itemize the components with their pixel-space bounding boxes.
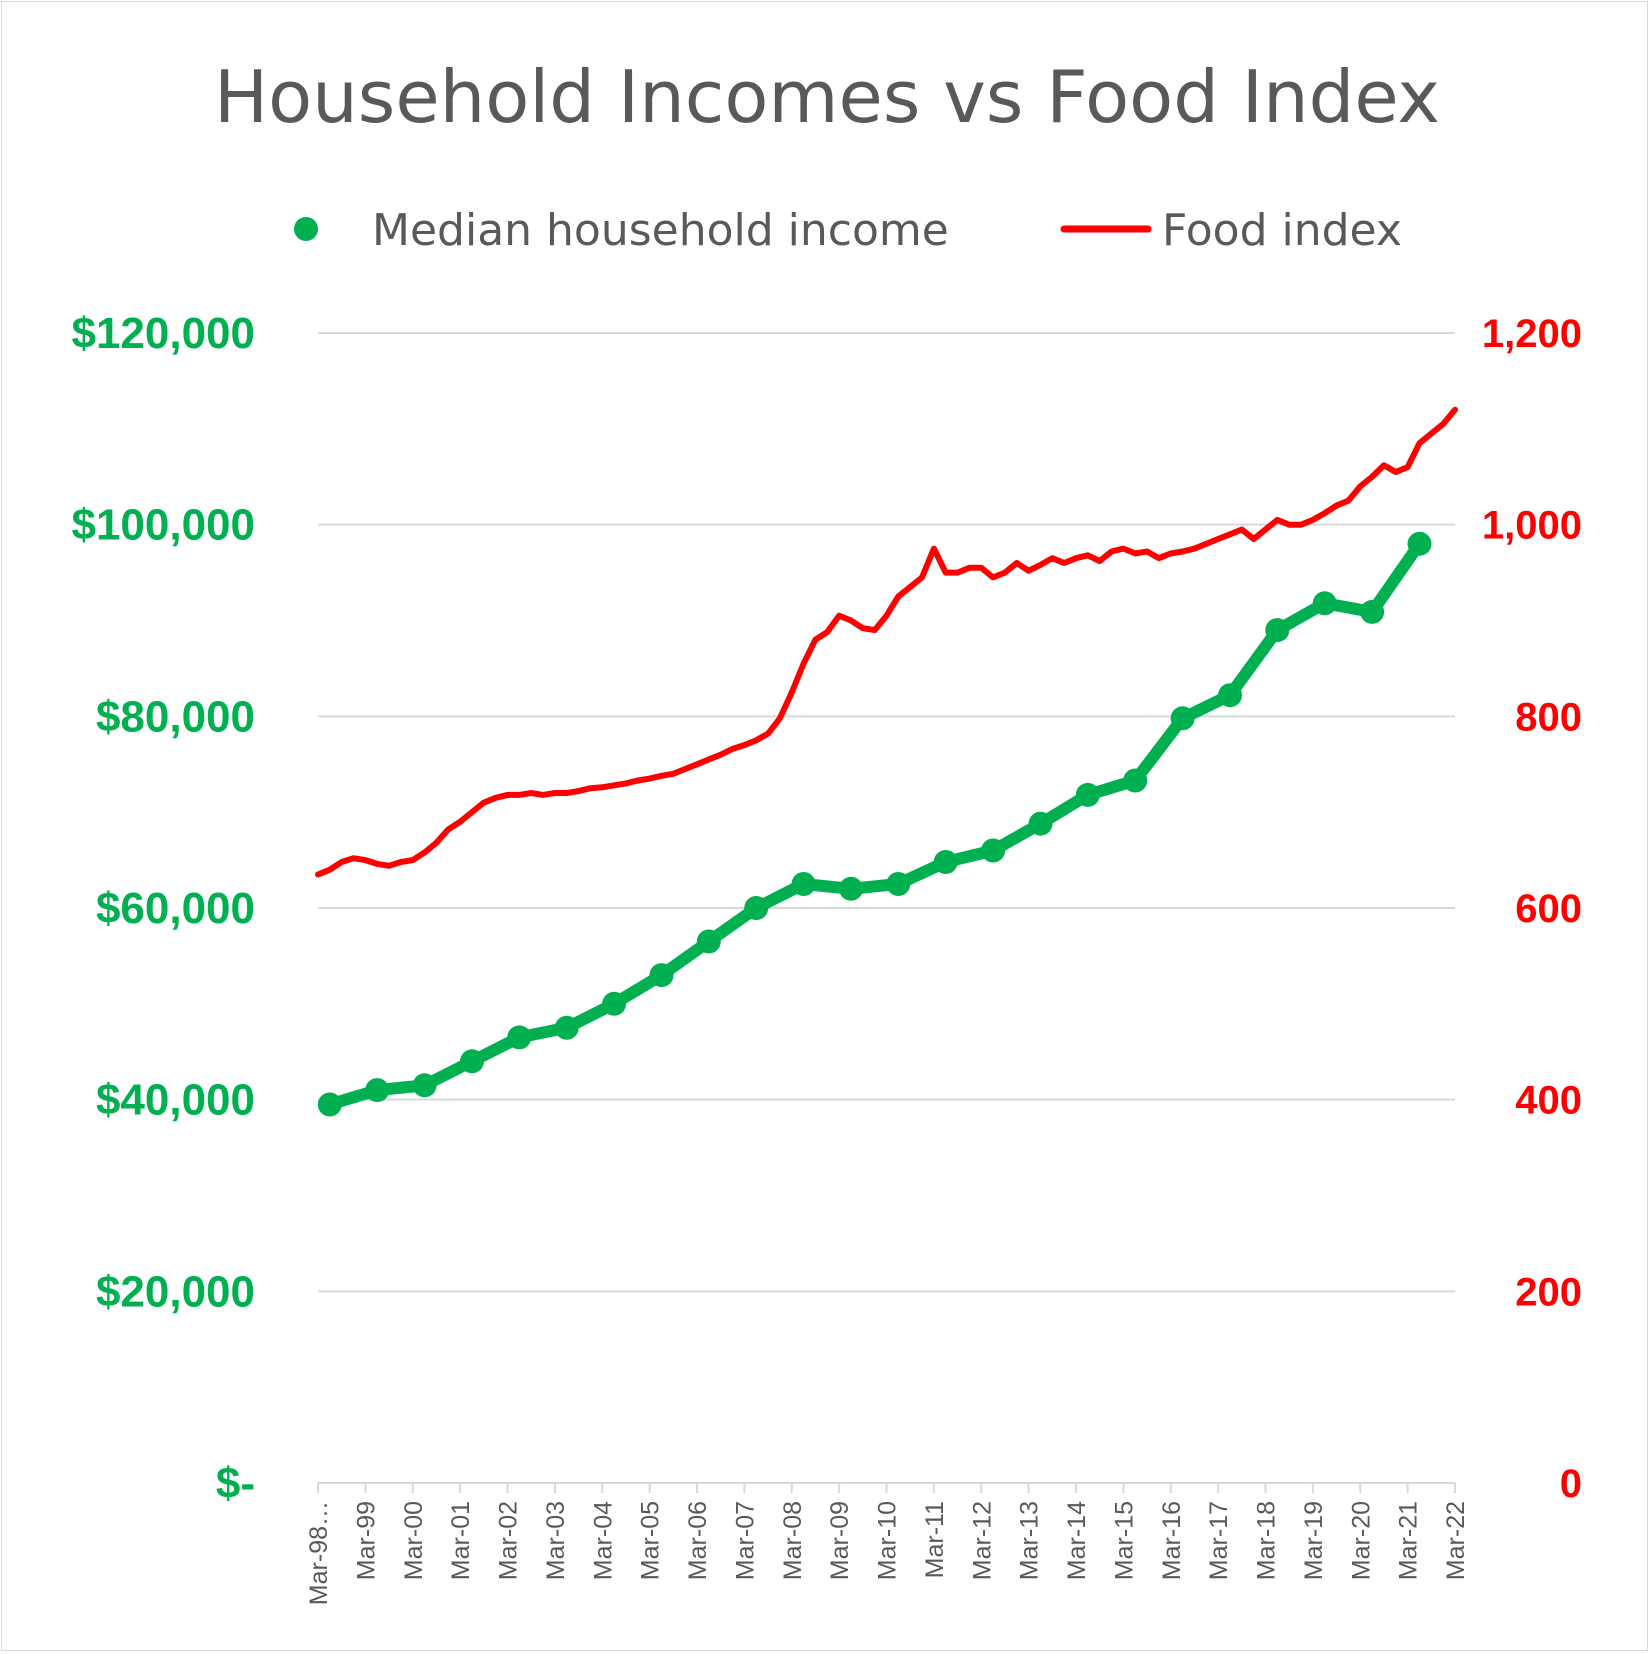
x-tick-label: Mar-08 bbox=[779, 1501, 807, 1580]
y-left-tick-label: $100,000 bbox=[71, 501, 255, 550]
income-point bbox=[365, 1078, 390, 1103]
income-point bbox=[649, 963, 674, 988]
income-point bbox=[933, 850, 958, 874]
income-point bbox=[1407, 531, 1432, 556]
income-point bbox=[460, 1049, 484, 1074]
y-left-tick-label: $20,000 bbox=[96, 1267, 255, 1316]
y-right-tick-label: 600 bbox=[1515, 887, 1582, 931]
x-tick-label: Mar-02 bbox=[495, 1501, 523, 1580]
x-tick-label: Mar-00 bbox=[400, 1501, 428, 1580]
y-axis-left-labels: $- $20,000 $40,000 $60,000 $80,000 $100,000 $1… bbox=[71, 309, 255, 1508]
income-point bbox=[1123, 768, 1148, 793]
legend-income-label: Median household income bbox=[372, 205, 949, 256]
x-tick-label: Mar-19 bbox=[1300, 1501, 1328, 1580]
x-tick-label: Mar-18 bbox=[1253, 1501, 1281, 1580]
y-axis-right-labels: 0 200 400 600 800 1,000 1,200 bbox=[1482, 312, 1582, 1506]
x-tick-label: Mar-11 bbox=[921, 1501, 949, 1578]
x-tick-label: Mar-07 bbox=[731, 1501, 759, 1580]
income-point bbox=[1218, 683, 1242, 708]
legend: Median household income Food index bbox=[294, 205, 1402, 256]
chart-title: Household Incomes vs Food Index bbox=[214, 55, 1440, 139]
income-point bbox=[1265, 618, 1290, 643]
x-tick-label: Mar-99 bbox=[352, 1501, 380, 1580]
x-tick-label: Mar-14 bbox=[1063, 1501, 1091, 1580]
x-tick-label: Mar-10 bbox=[874, 1501, 902, 1580]
y-left-tick-label: $80,000 bbox=[96, 692, 255, 741]
x-tick-label: Mar-21 bbox=[1395, 1501, 1423, 1580]
x-tick-label: Mar-04 bbox=[589, 1501, 617, 1580]
x-axis: Mar-98… Mar-99 Mar-00 Mar-01 Mar-02 Mar-03 Mar… bbox=[305, 1483, 1470, 1605]
y-left-tick-label: $- bbox=[216, 1459, 255, 1508]
x-tick-label: Mar-16 bbox=[1158, 1501, 1186, 1580]
income-point bbox=[412, 1073, 437, 1098]
y-right-tick-label: 800 bbox=[1515, 695, 1582, 739]
x-tick-label: Mar-12 bbox=[968, 1501, 996, 1580]
x-tick-label: Mar-06 bbox=[684, 1501, 712, 1580]
y-right-tick-label: 400 bbox=[1515, 1079, 1582, 1123]
y-right-tick-label: 0 bbox=[1560, 1462, 1582, 1506]
y-left-tick-label: $120,000 bbox=[71, 309, 255, 358]
food-index-line bbox=[315, 406, 1458, 878]
legend-income-marker bbox=[294, 217, 318, 241]
y-right-tick-label: 1,200 bbox=[1482, 312, 1582, 356]
income-point bbox=[1075, 782, 1100, 807]
x-tick-label: Mar-15 bbox=[1110, 1501, 1138, 1580]
income-point bbox=[1170, 706, 1195, 731]
income-point bbox=[554, 1015, 579, 1040]
income-point bbox=[696, 929, 721, 954]
x-tick-label: Mar-13 bbox=[1016, 1501, 1044, 1580]
y-right-tick-label: 1,000 bbox=[1482, 504, 1582, 548]
x-tick-label: Mar-01 bbox=[447, 1501, 475, 1580]
x-tick-label: Mar-22 bbox=[1442, 1501, 1470, 1580]
x-tick-label: Mar-17 bbox=[1205, 1501, 1233, 1580]
income-point bbox=[507, 1025, 532, 1050]
x-tick-label: Mar-09 bbox=[826, 1501, 854, 1580]
income-point bbox=[317, 1092, 342, 1117]
x-tick-label: Mar-05 bbox=[637, 1501, 665, 1580]
income-point bbox=[886, 872, 911, 896]
x-tick-label: Mar-03 bbox=[542, 1501, 570, 1580]
x-tick-label: Mar-20 bbox=[1347, 1501, 1375, 1580]
income-series bbox=[317, 531, 1432, 1117]
income-point bbox=[1028, 811, 1053, 836]
income-point bbox=[1312, 591, 1337, 616]
x-tick-label: Mar-98… bbox=[305, 1501, 333, 1605]
gridlines bbox=[318, 332, 1455, 1484]
y-right-tick-label: 200 bbox=[1515, 1270, 1582, 1314]
income-point bbox=[791, 872, 816, 896]
legend-food-label: Food index bbox=[1162, 205, 1402, 256]
y-left-tick-label: $40,000 bbox=[96, 1076, 255, 1125]
income-point bbox=[744, 896, 769, 920]
income-point bbox=[1360, 599, 1385, 624]
income-point bbox=[839, 876, 863, 901]
food-index-series bbox=[315, 406, 1458, 878]
y-left-tick-label: $60,000 bbox=[96, 884, 255, 933]
income-point bbox=[981, 838, 1006, 863]
income-point bbox=[602, 991, 627, 1016]
